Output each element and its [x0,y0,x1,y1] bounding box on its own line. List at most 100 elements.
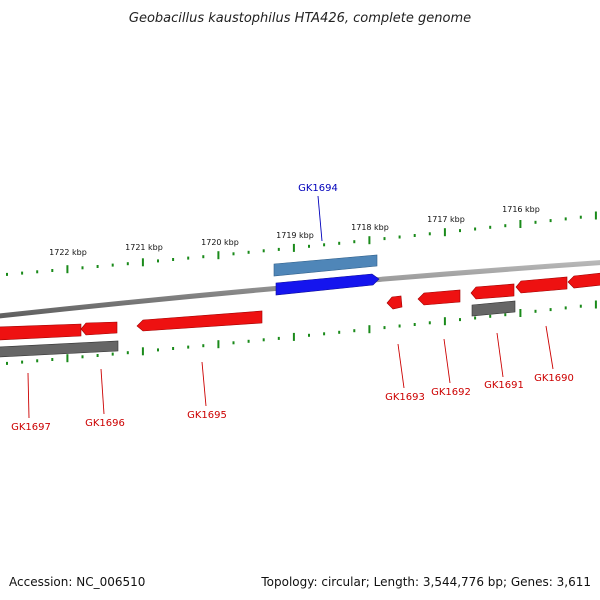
minor-tick [6,361,8,365]
minor-tick [489,314,492,318]
minor-tick [126,351,129,355]
minor-tick [157,259,159,263]
genome-summary: Topology: circular; Length: 3,544,776 bp… [260,575,591,589]
minor-tick [383,237,386,241]
minor-tick [338,241,341,245]
gene-gk1693[interactable] [386,295,403,310]
gene-label-gk1690[interactable]: GK1690 [534,373,574,384]
minor-tick [308,244,310,248]
minor-tick [579,304,582,308]
gene-gk1695[interactable] [136,310,263,332]
gene-gk1694-light[interactable] [273,254,378,277]
major-tick [217,340,220,349]
minor-tick [504,313,507,317]
major-tick [594,211,597,220]
minor-tick [111,263,114,267]
gene-label-gk1696[interactable]: GK1696 [85,418,125,429]
minor-tick [413,323,416,326]
gene-label-leaders [27,195,554,419]
minor-tick [277,336,280,340]
gene-partial-right[interactable] [567,272,600,289]
minor-tick [564,217,567,221]
major-tick [519,309,522,317]
minor-tick [262,338,265,342]
major-tick [217,251,220,260]
minor-tick [428,321,431,325]
gene-label-gk1692[interactable]: GK1692 [431,387,471,398]
gene-label-gk1693[interactable]: GK1693 [385,392,425,403]
major-tick [519,220,522,228]
gene-gk1694[interactable] [275,273,380,296]
minor-tick [534,220,537,224]
minor-tick [353,329,356,333]
major-tick [443,317,446,326]
gene-gk1697[interactable] [0,323,82,341]
minor-tick [21,360,24,364]
minor-tick [187,256,190,260]
minor-tick [262,249,265,253]
gene-gk1692[interactable] [417,289,461,306]
minor-tick [232,252,235,256]
minor-tick [21,271,24,275]
major-tick [66,265,69,274]
minor-tick [202,344,205,348]
minor-tick [172,347,175,350]
minor-tick [126,262,129,266]
major-tick [292,332,295,341]
kbp-scale-labels: 1722 kbp 1721 kbp 1720 kbp 1719 kbp 1718… [49,205,540,257]
minor-tick [111,352,114,356]
minor-tick [489,225,492,229]
minor-tick [534,309,537,313]
gene-label-gk1691[interactable]: GK1691 [484,380,524,391]
minor-tick [383,326,386,330]
minor-tick [353,240,356,244]
minor-tick [51,269,54,272]
gene-label-gk1697[interactable]: GK1697 [11,422,51,433]
gene-gray-right[interactable] [471,300,516,317]
minor-tick [428,232,431,236]
gene-label-gk1695[interactable]: GK1695 [187,410,227,421]
minor-tick [6,272,8,276]
kbp-label: 1717 kbp [427,215,465,224]
lower-tick-track [6,300,597,365]
minor-tick [504,224,507,228]
minor-tick [247,339,250,343]
major-tick [292,243,295,252]
gene-features [0,254,600,358]
gene-labels: GK1697 GK1696 GK1695 GK1694 GK1693 GK169… [11,183,574,433]
gene-gk1691[interactable] [470,283,515,300]
kbp-label: 1718 kbp [351,223,389,232]
minor-tick [398,324,401,328]
minor-tick [474,227,477,231]
gene-label-gk1694[interactable]: GK1694 [298,183,338,194]
major-tick [368,236,371,245]
genome-title: Geobacillus kaustophilus HTA426, complet… [129,11,471,26]
minor-tick [579,215,582,219]
minor-tick [277,247,280,251]
minor-tick [323,243,326,247]
minor-tick [549,308,552,312]
minor-tick [398,235,401,239]
minor-tick [202,255,205,259]
minor-tick [247,250,250,254]
minor-tick [308,333,310,337]
minor-tick [413,234,416,237]
gene-gk1690[interactable] [515,276,568,294]
major-tick [141,347,144,356]
minor-tick [172,258,175,261]
major-tick [594,300,597,309]
gene-gk1696[interactable] [80,321,118,336]
accession-text: Accession: NC_006510 [9,575,145,589]
gene-gray-left[interactable] [0,340,119,358]
major-tick [66,354,69,363]
minor-tick [187,345,190,349]
kbp-label: 1720 kbp [201,238,239,247]
minor-tick [459,229,461,233]
minor-tick [564,306,567,310]
minor-tick [474,316,477,320]
minor-tick [96,354,99,357]
minor-tick [338,330,341,334]
minor-tick [157,348,159,352]
kbp-label: 1716 kbp [502,205,540,214]
